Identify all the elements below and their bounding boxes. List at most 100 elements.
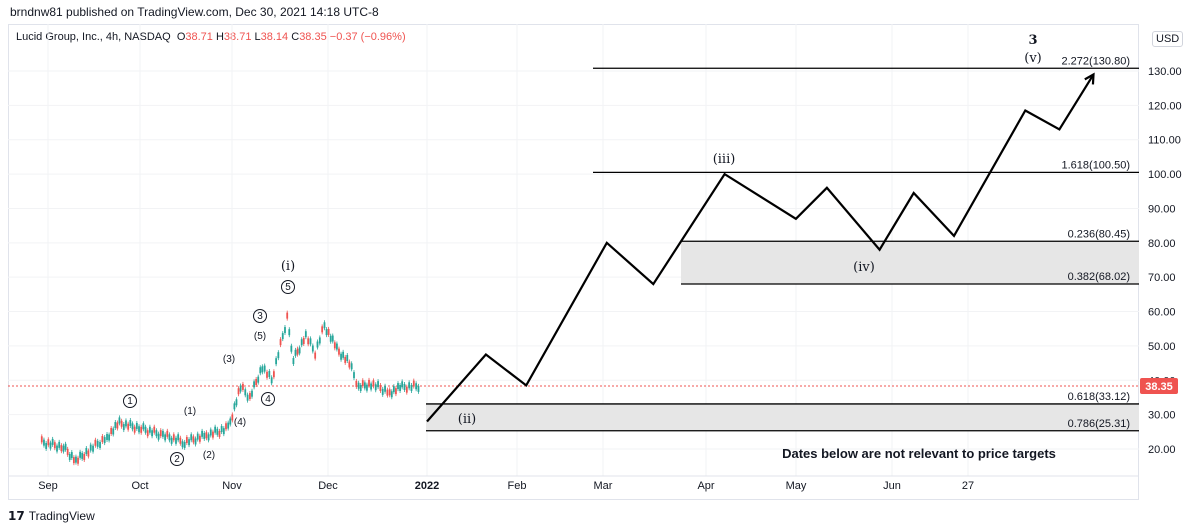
candle-body (329, 335, 332, 342)
candle-body (307, 338, 310, 345)
candle-body (340, 353, 342, 360)
candle-body (253, 381, 255, 388)
candle-body (75, 456, 77, 463)
fib-level-label: 0.786(25.31) (1068, 418, 1130, 430)
candle-body (155, 430, 158, 437)
candle-body (381, 388, 384, 395)
candle-body (225, 423, 227, 430)
candle-body (249, 393, 251, 400)
candle-body (101, 436, 104, 443)
candle-body (353, 372, 355, 379)
dates-note: Dates below are not relevant to price ta… (782, 446, 1056, 461)
candle-body (96, 440, 99, 447)
candle-body (49, 442, 52, 449)
candle-body (379, 385, 382, 392)
minor-wave-label: (3) (223, 354, 235, 365)
candle-body (359, 384, 362, 391)
candle-body (209, 429, 212, 436)
candle-body (133, 426, 136, 433)
candle-body (151, 430, 153, 437)
open-label: O (176, 31, 186, 43)
candle-body (417, 385, 420, 392)
x-tick-label: Jun (883, 480, 901, 492)
candle-body (58, 441, 61, 448)
candle-body (292, 358, 295, 365)
candle-body (399, 385, 401, 392)
candle-body (388, 389, 391, 396)
candle-body (116, 422, 119, 429)
fib-level-label: 0.382(68.02) (1068, 271, 1130, 283)
y-tick-label: 100.00 (1148, 169, 1182, 181)
fib-level-label: 2.272(130.80) (1062, 55, 1131, 67)
candle-body (89, 444, 92, 451)
candle-body (227, 422, 230, 429)
candle-body (296, 348, 299, 355)
y-tick-label: 130.00 (1148, 66, 1182, 78)
candle-body (386, 389, 389, 396)
x-tick-label: Mar (594, 480, 613, 492)
wave-label-v: (v) (1024, 51, 1042, 66)
candle-body (338, 348, 340, 355)
candle-body (214, 426, 217, 433)
candle-body (120, 420, 123, 427)
footer-brand: TradingView (28, 509, 95, 523)
candle-body (263, 365, 266, 372)
candle-body (222, 428, 225, 435)
y-tick-label: 110.00 (1148, 135, 1181, 147)
candle-body (255, 378, 258, 385)
candle-body (216, 428, 219, 435)
fib-zone (426, 403, 1139, 431)
candle-body (40, 436, 43, 443)
fib-zone (681, 241, 1139, 284)
candle-body (229, 418, 232, 425)
candle-body (79, 451, 82, 458)
footer: 𝟭𝟳 TradingView (8, 509, 95, 523)
candle-body (366, 384, 368, 391)
minor-wave-label: 1 (127, 396, 133, 407)
x-tick-label: Nov (222, 480, 242, 492)
candle-body (110, 427, 113, 434)
close-label: C (291, 31, 300, 43)
candle-body (203, 432, 206, 439)
candle-body (288, 329, 291, 336)
candle-body (331, 335, 334, 342)
y-tick-label: 80.00 (1148, 238, 1176, 250)
candle-body (112, 428, 115, 435)
fib-level-label: 1.618(100.50) (1062, 159, 1131, 171)
candle-body (237, 388, 240, 395)
candle-body (70, 452, 73, 459)
candle-body (350, 363, 353, 370)
candle-body (390, 391, 393, 398)
candle-body (384, 385, 386, 392)
candle-body (233, 403, 236, 410)
candle-body (196, 433, 199, 440)
candle-body (374, 384, 377, 391)
currency-button[interactable]: USD (1152, 31, 1184, 47)
symbol-legend: Lucid Group, Inc., 4h, NASDAQ O38.71 H38… (16, 31, 406, 43)
candle-body (309, 338, 312, 345)
x-tick-label: Oct (131, 480, 148, 492)
candle-body (395, 388, 397, 395)
x-tick-label: Sep (38, 480, 58, 492)
candle-body (81, 452, 84, 459)
symbol-name: Lucid Group, Inc., 4h, NASDAQ (16, 31, 171, 43)
wave-label-i: (i) (281, 259, 295, 274)
candle-body (220, 426, 223, 433)
candle-body (47, 439, 50, 446)
projection-path (426, 73, 1095, 423)
candle-body (94, 439, 97, 446)
wave-label-iv: (iv) (853, 260, 875, 275)
candle-body (131, 423, 134, 430)
candle-body (302, 338, 305, 345)
candle-body (268, 371, 271, 378)
candle-body (172, 434, 175, 441)
x-tick-label: May (786, 480, 807, 492)
arrow-head (1084, 72, 1095, 85)
y-tick-label: 60.00 (1148, 307, 1176, 319)
minor-wave-circle (123, 394, 137, 408)
candle-body (300, 339, 303, 346)
candle-body (168, 434, 171, 441)
fib-level-label: 0.236(80.45) (1068, 228, 1130, 240)
candle-body (372, 380, 375, 387)
